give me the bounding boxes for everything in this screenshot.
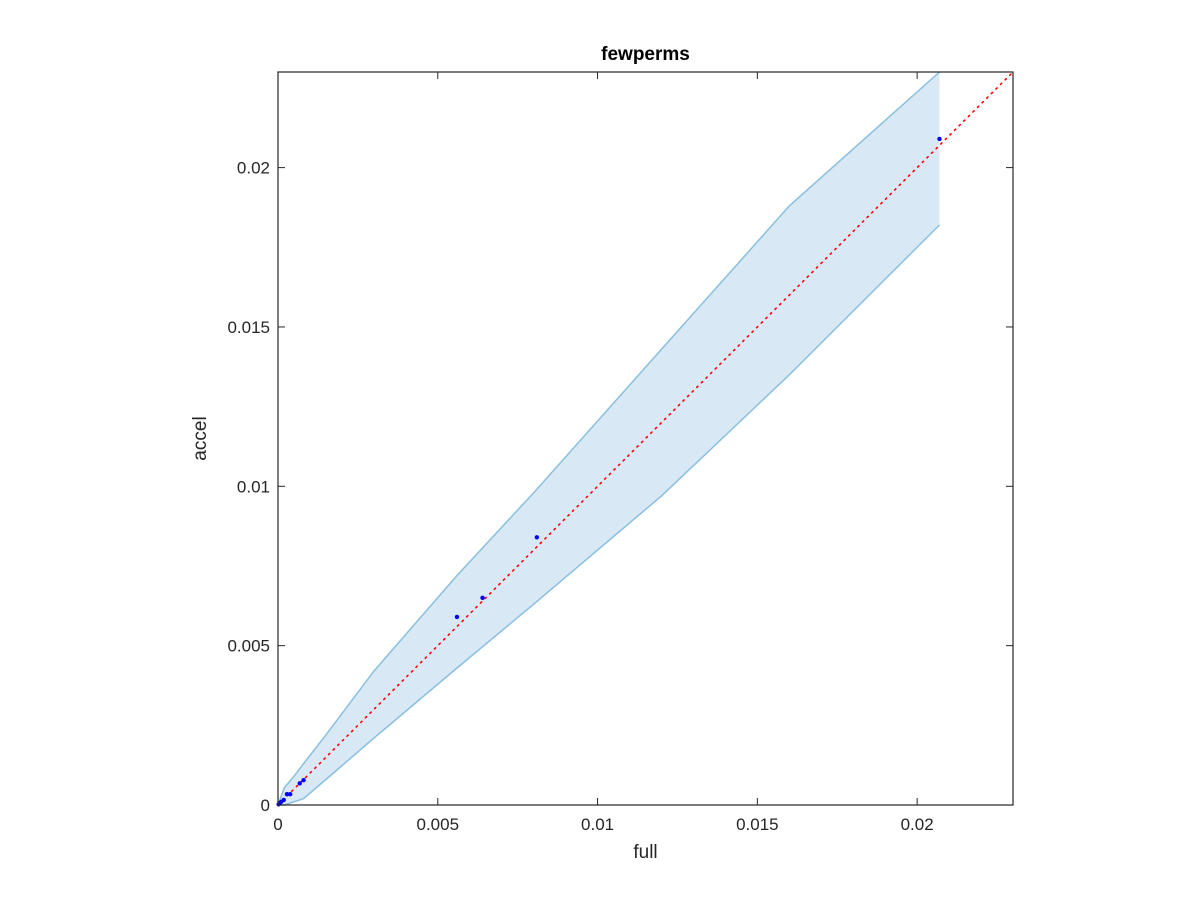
y-axis-label: accel (190, 416, 211, 460)
x-tick-label: 0.01 (581, 815, 614, 834)
band-fill (278, 72, 940, 805)
data-point (284, 791, 290, 797)
data-point (301, 777, 306, 783)
band-layer (277, 71, 941, 806)
data-point (281, 797, 286, 803)
x-tick-label: 0.015 (736, 815, 779, 834)
band-upper-edge (277, 71, 940, 806)
reference-line (277, 71, 1014, 806)
points-layer (276, 136, 942, 807)
band-lower-edge (278, 224, 941, 806)
x-tick-label: 0 (273, 815, 282, 834)
data-point (287, 791, 293, 797)
y-tick-label: 0.005 (227, 637, 270, 656)
data-point (480, 595, 485, 601)
x-tick-label: 0.02 (901, 815, 934, 834)
x-axis-label: full (633, 842, 657, 863)
data-point (297, 781, 302, 786)
reference-line-layer (277, 71, 1014, 806)
y-tick-label: 0 (261, 796, 270, 815)
data-point (534, 535, 540, 540)
y-tick-label: 0.015 (227, 318, 270, 337)
data-point (937, 136, 942, 142)
chart-title: fewperms (601, 44, 690, 65)
axes-box (277, 71, 1014, 806)
y-tick-label: 0.02 (237, 159, 270, 178)
data-point (454, 614, 460, 620)
x-tick-label: 0.005 (417, 815, 460, 834)
y-tick-label: 0.01 (237, 477, 270, 496)
axes-layer: 0 0.005 0.01 0.015 0.02 0 0.005 0.01 0.015 0.02 (227, 71, 1014, 834)
